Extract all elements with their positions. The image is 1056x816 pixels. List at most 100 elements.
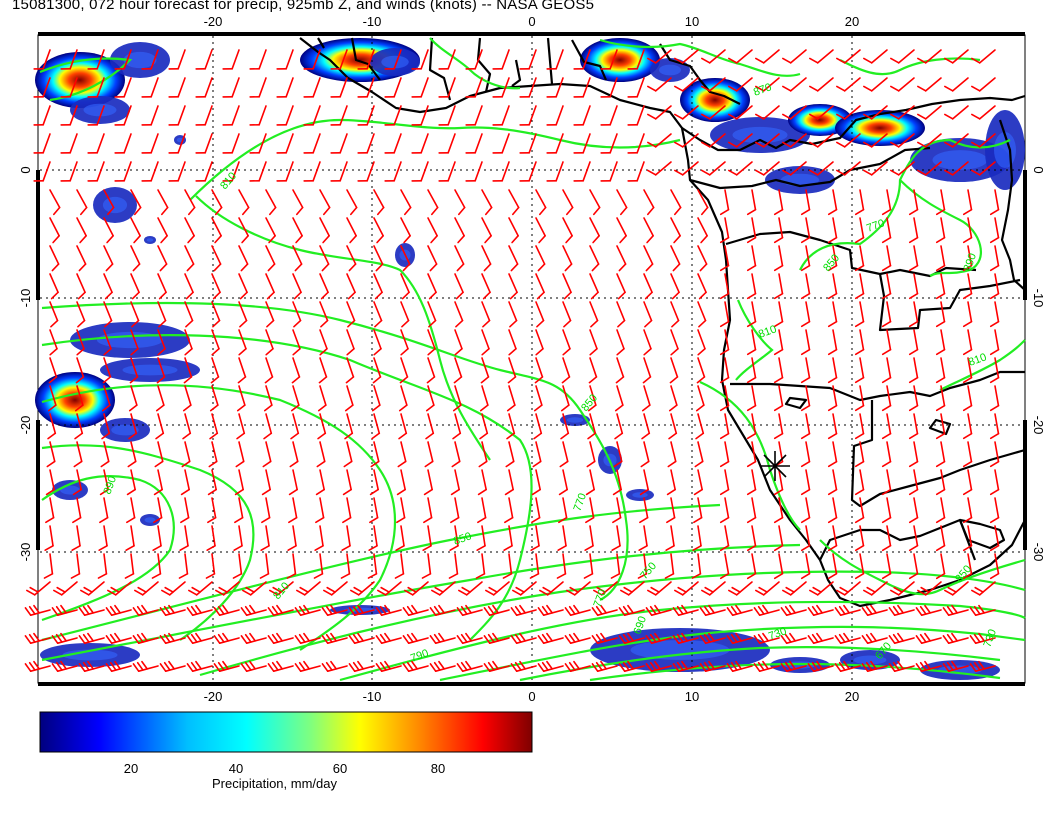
- wind-barb: [265, 273, 275, 300]
- wind-barb: [107, 581, 132, 596]
- wind-barb: [450, 469, 460, 496]
- wind-barb: [728, 133, 753, 148]
- wind-barb: [76, 273, 86, 300]
- wind-barb: [627, 161, 645, 182]
- wind-barb: [400, 245, 411, 272]
- wind-barb: [213, 660, 240, 672]
- wind-barb: [181, 441, 191, 468]
- wind-barb: [989, 441, 1000, 468]
- wind-barb: [854, 301, 865, 328]
- lat-ticks-left: 0 -10 -20 -30: [18, 166, 33, 561]
- wind-barb: [890, 49, 915, 64]
- wind-barb: [753, 604, 780, 616]
- wind-barb: [318, 357, 328, 384]
- wind-barb: [398, 385, 408, 412]
- wind-barb: [800, 441, 811, 468]
- wind-barb: [103, 245, 114, 272]
- wind-barb: [589, 329, 598, 356]
- wind-barb: [809, 105, 834, 120]
- wind-barb: [24, 604, 51, 616]
- wind-barb: [186, 660, 213, 672]
- wind-barb: [161, 581, 186, 596]
- wind-barb: [746, 301, 757, 328]
- precip-area: [580, 38, 660, 82]
- wind-barb: [546, 49, 564, 70]
- wind-barb: [451, 441, 461, 468]
- wind-barb: [944, 133, 969, 148]
- wind-barb: [618, 604, 645, 616]
- wind-barb: [647, 581, 672, 596]
- wind-barb: [533, 413, 543, 440]
- wind-barb: [610, 553, 621, 579]
- contour-label: 770: [592, 588, 610, 609]
- wind-barb: [800, 413, 811, 440]
- wind-barb: [616, 245, 627, 272]
- wind-barb: [701, 581, 726, 596]
- wind-barb: [452, 385, 462, 412]
- wind-barb: [507, 357, 517, 384]
- wind-barb: [971, 77, 996, 92]
- wind-barb: [344, 385, 354, 412]
- wind-barb: [209, 385, 219, 412]
- wind-barb: [429, 604, 456, 616]
- contour-label: 870: [752, 81, 773, 99]
- wind-barb: [836, 49, 861, 64]
- wind-barb: [935, 413, 946, 440]
- wind-barb: [780, 660, 807, 672]
- precip-area-core: [102, 196, 128, 214]
- wind-barb: [485, 581, 510, 596]
- wind-barb: [168, 161, 186, 182]
- wind-barb: [465, 161, 483, 182]
- wind-barb: [915, 660, 942, 672]
- wind-barb: [130, 329, 139, 356]
- wind-barb: [236, 385, 246, 412]
- wind-barb: [888, 660, 915, 672]
- wind-barb: [343, 441, 353, 468]
- wind-barb: [114, 161, 132, 182]
- wind-barb: [881, 385, 892, 412]
- wind-barb: [890, 133, 915, 148]
- wind-barb: [881, 329, 892, 356]
- lon-tick: -20: [204, 14, 223, 29]
- wind-barb: [809, 133, 834, 148]
- wind-barb: [319, 329, 328, 356]
- wind-barb: [153, 469, 163, 496]
- wind-barb: [292, 329, 301, 356]
- wind-barb: [782, 161, 807, 176]
- wind-barb: [890, 77, 915, 92]
- wind-barb: [60, 161, 78, 182]
- wind-barb: [908, 385, 919, 412]
- wind-barb: [645, 604, 672, 616]
- wind-barb: [477, 497, 487, 524]
- wind-barb: [827, 413, 838, 440]
- wind-barb: [288, 469, 298, 496]
- wind-barb: [427, 273, 437, 300]
- wind-barb: [425, 413, 435, 440]
- wind-barb: [719, 497, 730, 524]
- wind-barb: [669, 357, 679, 384]
- wind-barb: [638, 525, 648, 551]
- wind-barb: [234, 469, 244, 496]
- contour-label: 790: [409, 647, 430, 665]
- wind-barb: [264, 357, 274, 384]
- wind-barb: [465, 49, 483, 70]
- wind-barb: [292, 245, 303, 272]
- wind-barb: [238, 189, 250, 216]
- wind-barb: [942, 604, 969, 616]
- wind-barb: [573, 105, 591, 126]
- wind-barb: [342, 469, 352, 496]
- wind-barb: [373, 217, 384, 244]
- wind-barb: [699, 604, 726, 616]
- wind-barb: [861, 632, 888, 644]
- wind-barb: [586, 441, 596, 468]
- wind-barb: [562, 273, 572, 300]
- wind-barb: [881, 245, 892, 272]
- wind-barb: [861, 604, 888, 616]
- wind-barb: [670, 301, 680, 328]
- wind-barb: [141, 161, 159, 182]
- wind-barb: [535, 217, 546, 244]
- wind-barb: [373, 245, 384, 272]
- wind-barb: [422, 525, 432, 551]
- wind-barb: [627, 49, 645, 70]
- wind-barb: [670, 245, 681, 272]
